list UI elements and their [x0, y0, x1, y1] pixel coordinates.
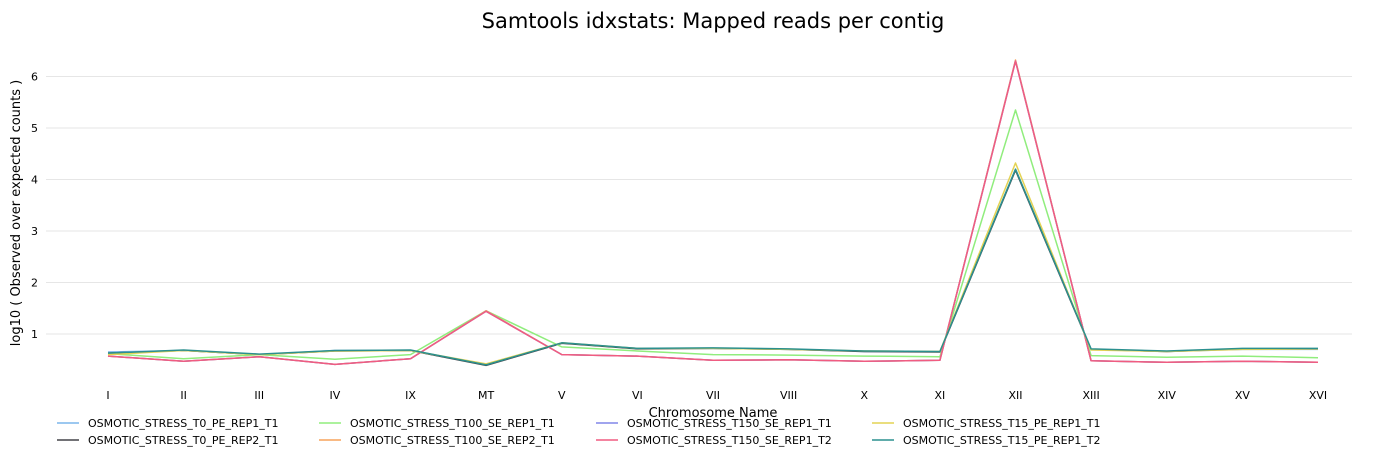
x-tick-label: XV: [1235, 389, 1251, 402]
series-line-2: [107, 169, 1318, 367]
legend-item[interactable]: OSMOTIC_STRESS_T100_SE_REP1_T1: [319, 417, 555, 430]
legend-item[interactable]: OSMOTIC_STRESS_T15_PE_REP1_T2: [872, 434, 1100, 447]
legend-label: OSMOTIC_STRESS_T0_PE_REP1_T1: [88, 417, 278, 430]
legend-item[interactable]: OSMOTIC_STRESS_T0_PE_REP1_T1: [57, 417, 278, 430]
legend-item[interactable]: OSMOTIC_STRESS_T0_PE_REP2_T1: [57, 434, 278, 447]
x-tick-label: XVI: [1309, 389, 1327, 402]
legend-item[interactable]: OSMOTIC_STRESS_T150_SE_REP1_T2: [596, 434, 832, 447]
legend-label: OSMOTIC_STRESS_T150_SE_REP1_T1: [627, 417, 832, 430]
x-tick-label: I: [106, 389, 109, 402]
x-tick-label: VI: [632, 389, 643, 402]
x-tick-label: V: [558, 389, 566, 402]
y-tick-label: 1: [31, 328, 38, 341]
legend-label: OSMOTIC_STRESS_T15_PE_REP1_T2: [903, 434, 1100, 447]
series-line-5: [107, 60, 1319, 366]
legend-label: OSMOTIC_STRESS_T15_PE_REP1_T1: [903, 417, 1100, 430]
series-lines: [107, 59, 1319, 367]
x-tick-label: VIII: [780, 389, 797, 402]
x-tick-label: IX: [405, 389, 416, 402]
y-tick-label: 5: [31, 122, 38, 135]
x-axis-title: Chromosome Name: [649, 406, 778, 421]
legend: OSMOTIC_STRESS_T0_PE_REP1_T1 OSMOTIC_STRE…: [57, 417, 1100, 447]
legend-item[interactable]: OSMOTIC_STRESS_T15_PE_REP1_T1: [872, 417, 1100, 430]
x-tick-label: XIV: [1158, 389, 1177, 402]
x-tick-labels: I II III IV IX MT V VI VII VIII X XI XII XIII XIV XV XVI: [106, 389, 1327, 402]
x-tick-label: II: [180, 389, 187, 402]
legend-label: OSMOTIC_STRESS_T0_PE_REP2_T1: [88, 434, 278, 447]
y-tick-label: 4: [31, 174, 38, 187]
chart-title: Samtools idxstats: Mapped reads per cont…: [482, 9, 945, 33]
legend-item[interactable]: OSMOTIC_STRESS_T100_SE_REP2_T1: [319, 434, 555, 447]
series-line-1: [107, 168, 1318, 366]
y-axis-title: log10 ( Observed over expected counts ): [9, 80, 24, 347]
series-line-6: [107, 60, 1319, 366]
x-tick-label: IV: [329, 389, 340, 402]
y-tick-label: 6: [31, 71, 38, 84]
gridlines: [46, 76, 1352, 335]
y-tick-label: 2: [31, 277, 38, 290]
x-tick-label: MT: [478, 389, 494, 402]
x-tick-label: XII: [1008, 389, 1022, 402]
legend-item[interactable]: OSMOTIC_STRESS_T150_SE_REP1_T1: [596, 417, 832, 430]
series-line-8: [107, 168, 1318, 366]
x-tick-label: XIII: [1082, 389, 1099, 402]
x-tick-label: III: [254, 389, 264, 402]
legend-label: OSMOTIC_STRESS_T100_SE_REP1_T1: [350, 417, 555, 430]
y-tick-labels: 1 2 3 4 5 6: [31, 71, 38, 342]
x-tick-label: XI: [934, 389, 945, 402]
legend-label: OSMOTIC_STRESS_T100_SE_REP2_T1: [350, 434, 555, 447]
series-line-4: [107, 59, 1319, 366]
x-tick-label: VII: [706, 389, 720, 402]
legend-label: OSMOTIC_STRESS_T150_SE_REP1_T2: [627, 434, 832, 447]
x-tick-label: X: [860, 389, 868, 402]
series-line-3: [107, 109, 1319, 360]
y-tick-label: 3: [31, 225, 38, 238]
